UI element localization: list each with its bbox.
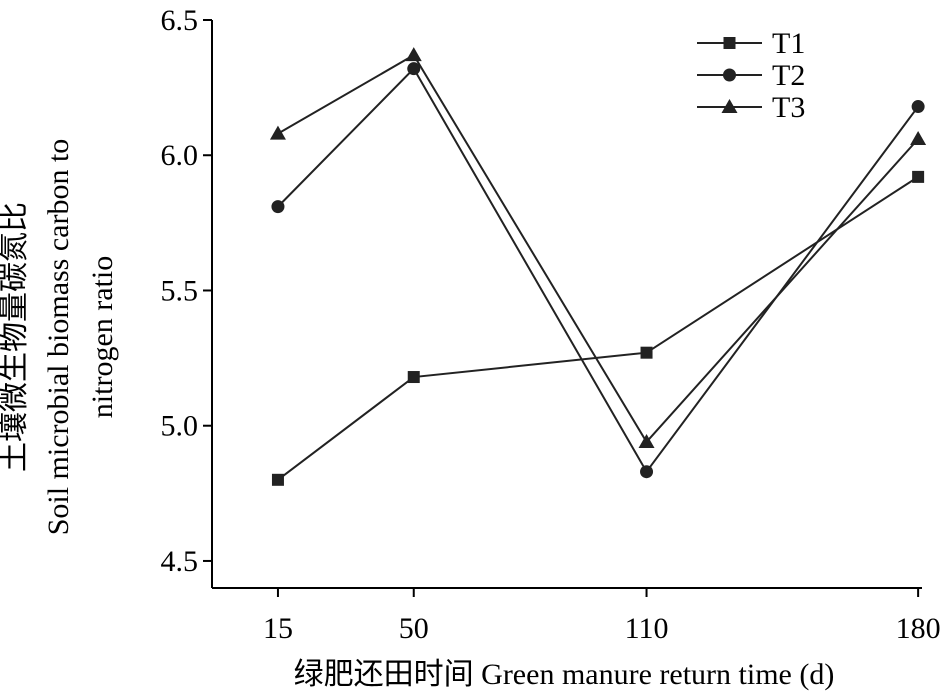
y-tick-label: 6.5 xyxy=(161,4,199,37)
legend-marker-t3 xyxy=(721,99,738,113)
x-axis-title: 绿肥还田时间 Green manure return time (d) xyxy=(294,658,835,691)
y-tick-label: 5.5 xyxy=(161,274,199,307)
y-axis-title-line-1: 土壤微生物量碳氮比 xyxy=(0,202,31,472)
x-tick-label: 50 xyxy=(399,612,429,645)
series-line-t2 xyxy=(277,67,919,474)
data-point-t2 xyxy=(911,100,925,114)
series-t2 xyxy=(271,62,925,479)
data-point-t2 xyxy=(640,465,654,479)
data-point-t1 xyxy=(407,371,420,384)
data-point-t3 xyxy=(269,125,286,140)
x-tick-label: 110 xyxy=(625,612,669,645)
x-tick-label: 180 xyxy=(896,612,941,645)
series-line-t3 xyxy=(277,53,919,444)
data-point-t2 xyxy=(407,62,421,76)
legend-marker-t1 xyxy=(723,37,736,49)
y-axis-title-line-3: nitrogen ratio xyxy=(86,256,119,418)
y-tick-label: 5.0 xyxy=(161,410,199,443)
data-point-t3 xyxy=(910,131,927,146)
legend-label-t2: T2 xyxy=(772,59,805,92)
legend-label-t1: T1 xyxy=(772,27,805,60)
legend-label-t3: T3 xyxy=(772,91,805,124)
data-point-t1 xyxy=(912,170,925,183)
data-point-t1 xyxy=(271,473,284,486)
data-point-t3 xyxy=(638,433,655,448)
y-axis-ticks: 4.5 5.0 5.5 6.0 6.5 xyxy=(161,4,212,578)
data-point-t1 xyxy=(640,346,653,359)
data-point-t3 xyxy=(405,47,422,62)
y-tick-label: 6.0 xyxy=(161,139,199,172)
series-t3 xyxy=(269,47,927,448)
axes xyxy=(211,20,922,589)
legend-item-t2: T2 xyxy=(697,59,805,92)
legend-marker-t2 xyxy=(723,68,736,82)
legend-item-t3: T3 xyxy=(697,91,805,124)
y-axis-title-line-2: Soil microbial biomass carbon to xyxy=(42,139,75,536)
x-axis-ticks: 15 50 110 180 xyxy=(263,588,941,645)
legend-item-t1: T1 xyxy=(697,27,805,60)
y-axis-title: 土壤微生物量碳氮比 Soil microbial biomass carbon … xyxy=(0,139,119,536)
series-line-t1 xyxy=(277,176,919,481)
x-tick-label: 15 xyxy=(263,612,293,645)
data-point-t2 xyxy=(271,200,285,214)
series-layer xyxy=(269,47,927,486)
series-t1 xyxy=(271,170,925,486)
y-tick-label: 4.5 xyxy=(161,545,199,578)
